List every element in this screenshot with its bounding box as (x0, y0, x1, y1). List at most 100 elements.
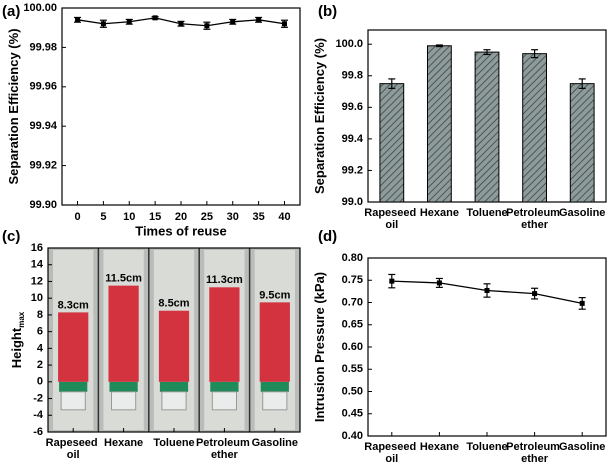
x-tick-label: 20 (175, 211, 187, 223)
x-tick-label: 40 (278, 211, 290, 223)
y-axis-title: Separation Efficiency (%) (6, 28, 21, 184)
bar (158, 310, 190, 382)
bar (522, 53, 548, 203)
value-label: 8.3cm (58, 299, 89, 311)
panel-label: (d) (318, 228, 337, 245)
y-axis-title-main: Separation Efficiency (%) (6, 28, 21, 184)
bar (474, 51, 500, 203)
x-tick-label: 25 (201, 211, 213, 223)
point (152, 15, 158, 21)
x-tick-label: Hexane (420, 441, 459, 453)
y-tick-label: 99.4 (342, 133, 364, 145)
bar (259, 302, 290, 382)
y-tick-label: 14 (31, 259, 44, 271)
point (281, 21, 287, 27)
y-tick-label: 0.70 (342, 296, 363, 308)
x-tick-label: Gasoline (559, 441, 605, 453)
point (484, 287, 490, 293)
x-tick-label: Toluene (153, 437, 194, 449)
x-tick-label: 0 (74, 211, 80, 223)
tube-cap (210, 381, 239, 392)
value-label: 9.5cm (259, 289, 290, 301)
x-tick-label: 35 (252, 211, 264, 223)
x-tick-label: 5 (100, 211, 106, 223)
y-tick-label: 4 (37, 342, 44, 354)
y-tick-label: 99.6 (342, 101, 363, 113)
point (178, 21, 184, 27)
value-label: 8.5cm (158, 298, 189, 310)
y-tick-label: 0.65 (342, 319, 363, 331)
y-tick-label: 99.94 (29, 120, 57, 132)
bar (108, 285, 139, 382)
y-tick-label: -6 (33, 426, 43, 438)
y-tick-label: 0.60 (342, 341, 363, 353)
y-tick-label: 99.96 (29, 81, 57, 93)
y-tick-label: 0.45 (342, 408, 363, 420)
tube-bottom (60, 391, 86, 411)
bar (569, 83, 595, 203)
y-axis-title: Intrusion Pressure (kPa) (312, 272, 327, 422)
y-tick-label: 0 (37, 376, 43, 388)
panel-label: (c) (2, 228, 20, 245)
x-tick-label: Gasoline (252, 437, 298, 449)
x-tick-label: Rapeseed oil (364, 441, 419, 465)
point (230, 19, 236, 25)
x-tick-label: Petroleum ether (506, 441, 563, 465)
x-tick-label: 15 (149, 211, 161, 223)
y-tick-label: 10 (31, 292, 43, 304)
y-axis-title: Heightmax (9, 311, 26, 368)
y-axis-title-main: Height (9, 327, 24, 368)
x-tick-label: 30 (227, 211, 239, 223)
tube-cap (159, 381, 189, 392)
x-tick-label: Hexane (420, 207, 459, 219)
y-tick-label: -4 (33, 409, 44, 421)
y-tick-label: 0.80 (342, 252, 363, 264)
y-axis-title-main: Separation Efficiency (%) (312, 38, 327, 194)
point (579, 300, 585, 306)
bar (58, 312, 89, 382)
y-tick-label: 99.0 (342, 196, 363, 208)
y-tick-label: 16 (31, 242, 43, 254)
y-tick-label: 0.75 (342, 274, 363, 286)
y-tick-label: 99.2 (342, 164, 363, 176)
tube-bottom (211, 391, 237, 411)
x-tick-label: Hexane (104, 437, 143, 449)
x-tick-label: 10 (123, 211, 135, 223)
tube-cap (59, 381, 88, 392)
panel-label: (a) (2, 3, 20, 20)
y-axis-title: Separation Efficiency (%) (312, 38, 327, 194)
x-axis-title: Times of reuse (135, 223, 227, 238)
panel-label: (b) (318, 3, 337, 20)
tube-bottom (111, 391, 137, 411)
tube-cap (109, 381, 138, 392)
x-tick-label: Toluene (466, 207, 507, 219)
y-tick-label: 99.8 (342, 70, 363, 82)
point (100, 21, 106, 27)
tube-bottom (161, 391, 187, 411)
y-tick-label: 99.98 (29, 41, 57, 53)
x-tick-label: Gasoline (559, 207, 605, 219)
y-tick-label: 0.55 (342, 363, 363, 375)
y-tick-label: 12 (31, 275, 43, 287)
value-label: 11.5cm (105, 273, 142, 285)
tube-bottom (262, 391, 288, 411)
bar (209, 287, 240, 382)
plot-frame (61, 7, 301, 206)
y-axis-title-main: Intrusion Pressure (kPa) (312, 272, 327, 422)
y-tick-label: 8 (37, 309, 43, 321)
point (204, 23, 210, 29)
bar (379, 83, 405, 203)
y-axis-title-subscript: max (17, 311, 26, 328)
y-tick-label: 0.50 (342, 385, 363, 397)
y-tick-label: 100.0 (335, 38, 363, 50)
x-tick-label: Petroleum ether (196, 437, 253, 461)
point (75, 17, 81, 23)
y-tick-label: 100.00 (23, 2, 57, 14)
x-tick-label: Rapeseed oil (364, 207, 419, 231)
point (532, 291, 538, 297)
y-tick-label: 0.40 (342, 430, 363, 442)
x-tick-label: Rapeseed oil (46, 437, 101, 461)
y-tick-label: 6 (37, 326, 43, 338)
